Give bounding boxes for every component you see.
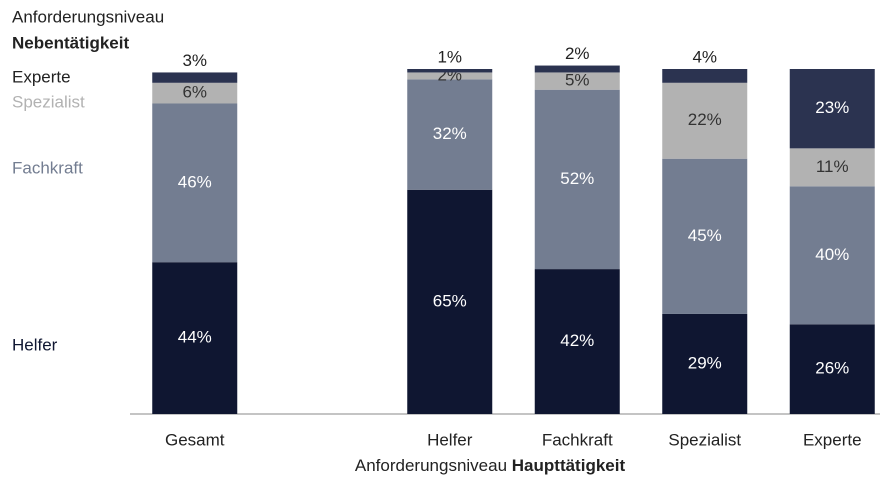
bar-segment <box>152 103 238 263</box>
data-label: 52% <box>560 169 594 188</box>
bar-segment <box>152 82 238 104</box>
bar-segment <box>152 262 238 414</box>
data-label: 11% <box>816 157 849 176</box>
legend-entry: Experte <box>12 67 71 86</box>
data-label: 42% <box>560 331 594 350</box>
data-label: 32% <box>433 124 467 143</box>
bar-segment <box>789 69 875 149</box>
x-axis-label-part: Anforderungsniveau <box>355 456 507 475</box>
x-axis-label-bold: Haupttätigkeit <box>512 456 626 475</box>
legend-entry: Helfer <box>12 335 58 354</box>
x-tick-label: Spezialist <box>668 430 741 449</box>
data-label: 5% <box>565 71 590 90</box>
legend-entry: Fachkraft <box>12 158 83 177</box>
data-label: 26% <box>815 359 849 378</box>
bar-segment <box>534 269 620 414</box>
legend-entry: Spezialist <box>12 92 85 111</box>
x-tick-label: Gesamt <box>165 430 225 449</box>
data-label: 22% <box>688 110 722 129</box>
bar-segment <box>152 72 238 83</box>
bar-segment <box>789 148 875 187</box>
bar-segment <box>407 72 493 80</box>
data-label: 65% <box>433 291 467 310</box>
data-label: 23% <box>815 98 849 117</box>
data-label: 4% <box>692 47 717 66</box>
x-tick-label: Helfer <box>427 430 473 449</box>
bar-segment <box>662 69 748 83</box>
bar-segment <box>407 79 493 190</box>
data-label: 40% <box>815 245 849 264</box>
x-tick-label: Fachkraft <box>542 430 613 449</box>
bar-segment <box>534 72 620 90</box>
bar-segment <box>789 186 875 325</box>
data-label: 45% <box>688 226 722 245</box>
x-axis-label: Anforderungsniveau Haupttätigkeit <box>355 456 626 475</box>
bar-segment <box>407 189 493 414</box>
data-label: 1% <box>437 47 462 66</box>
legend-subtitle: Nebentätigkeit <box>12 33 129 52</box>
data-label: 2% <box>565 44 590 63</box>
data-label: 29% <box>688 353 722 372</box>
data-label: 46% <box>178 172 212 191</box>
x-tick-label: Experte <box>803 430 862 449</box>
bar-segment <box>662 313 748 414</box>
data-label: 2% <box>437 65 462 84</box>
bar-segment <box>662 82 748 159</box>
bar-segment <box>662 158 748 314</box>
bar-segment <box>534 89 620 270</box>
bar-segment <box>534 65 620 73</box>
data-label: 3% <box>182 51 207 70</box>
bar-segment <box>407 69 493 73</box>
bar-segment <box>789 324 875 414</box>
data-label: 6% <box>182 83 207 102</box>
data-label: 44% <box>178 328 212 347</box>
legend-title: Anforderungsniveau <box>12 7 164 26</box>
